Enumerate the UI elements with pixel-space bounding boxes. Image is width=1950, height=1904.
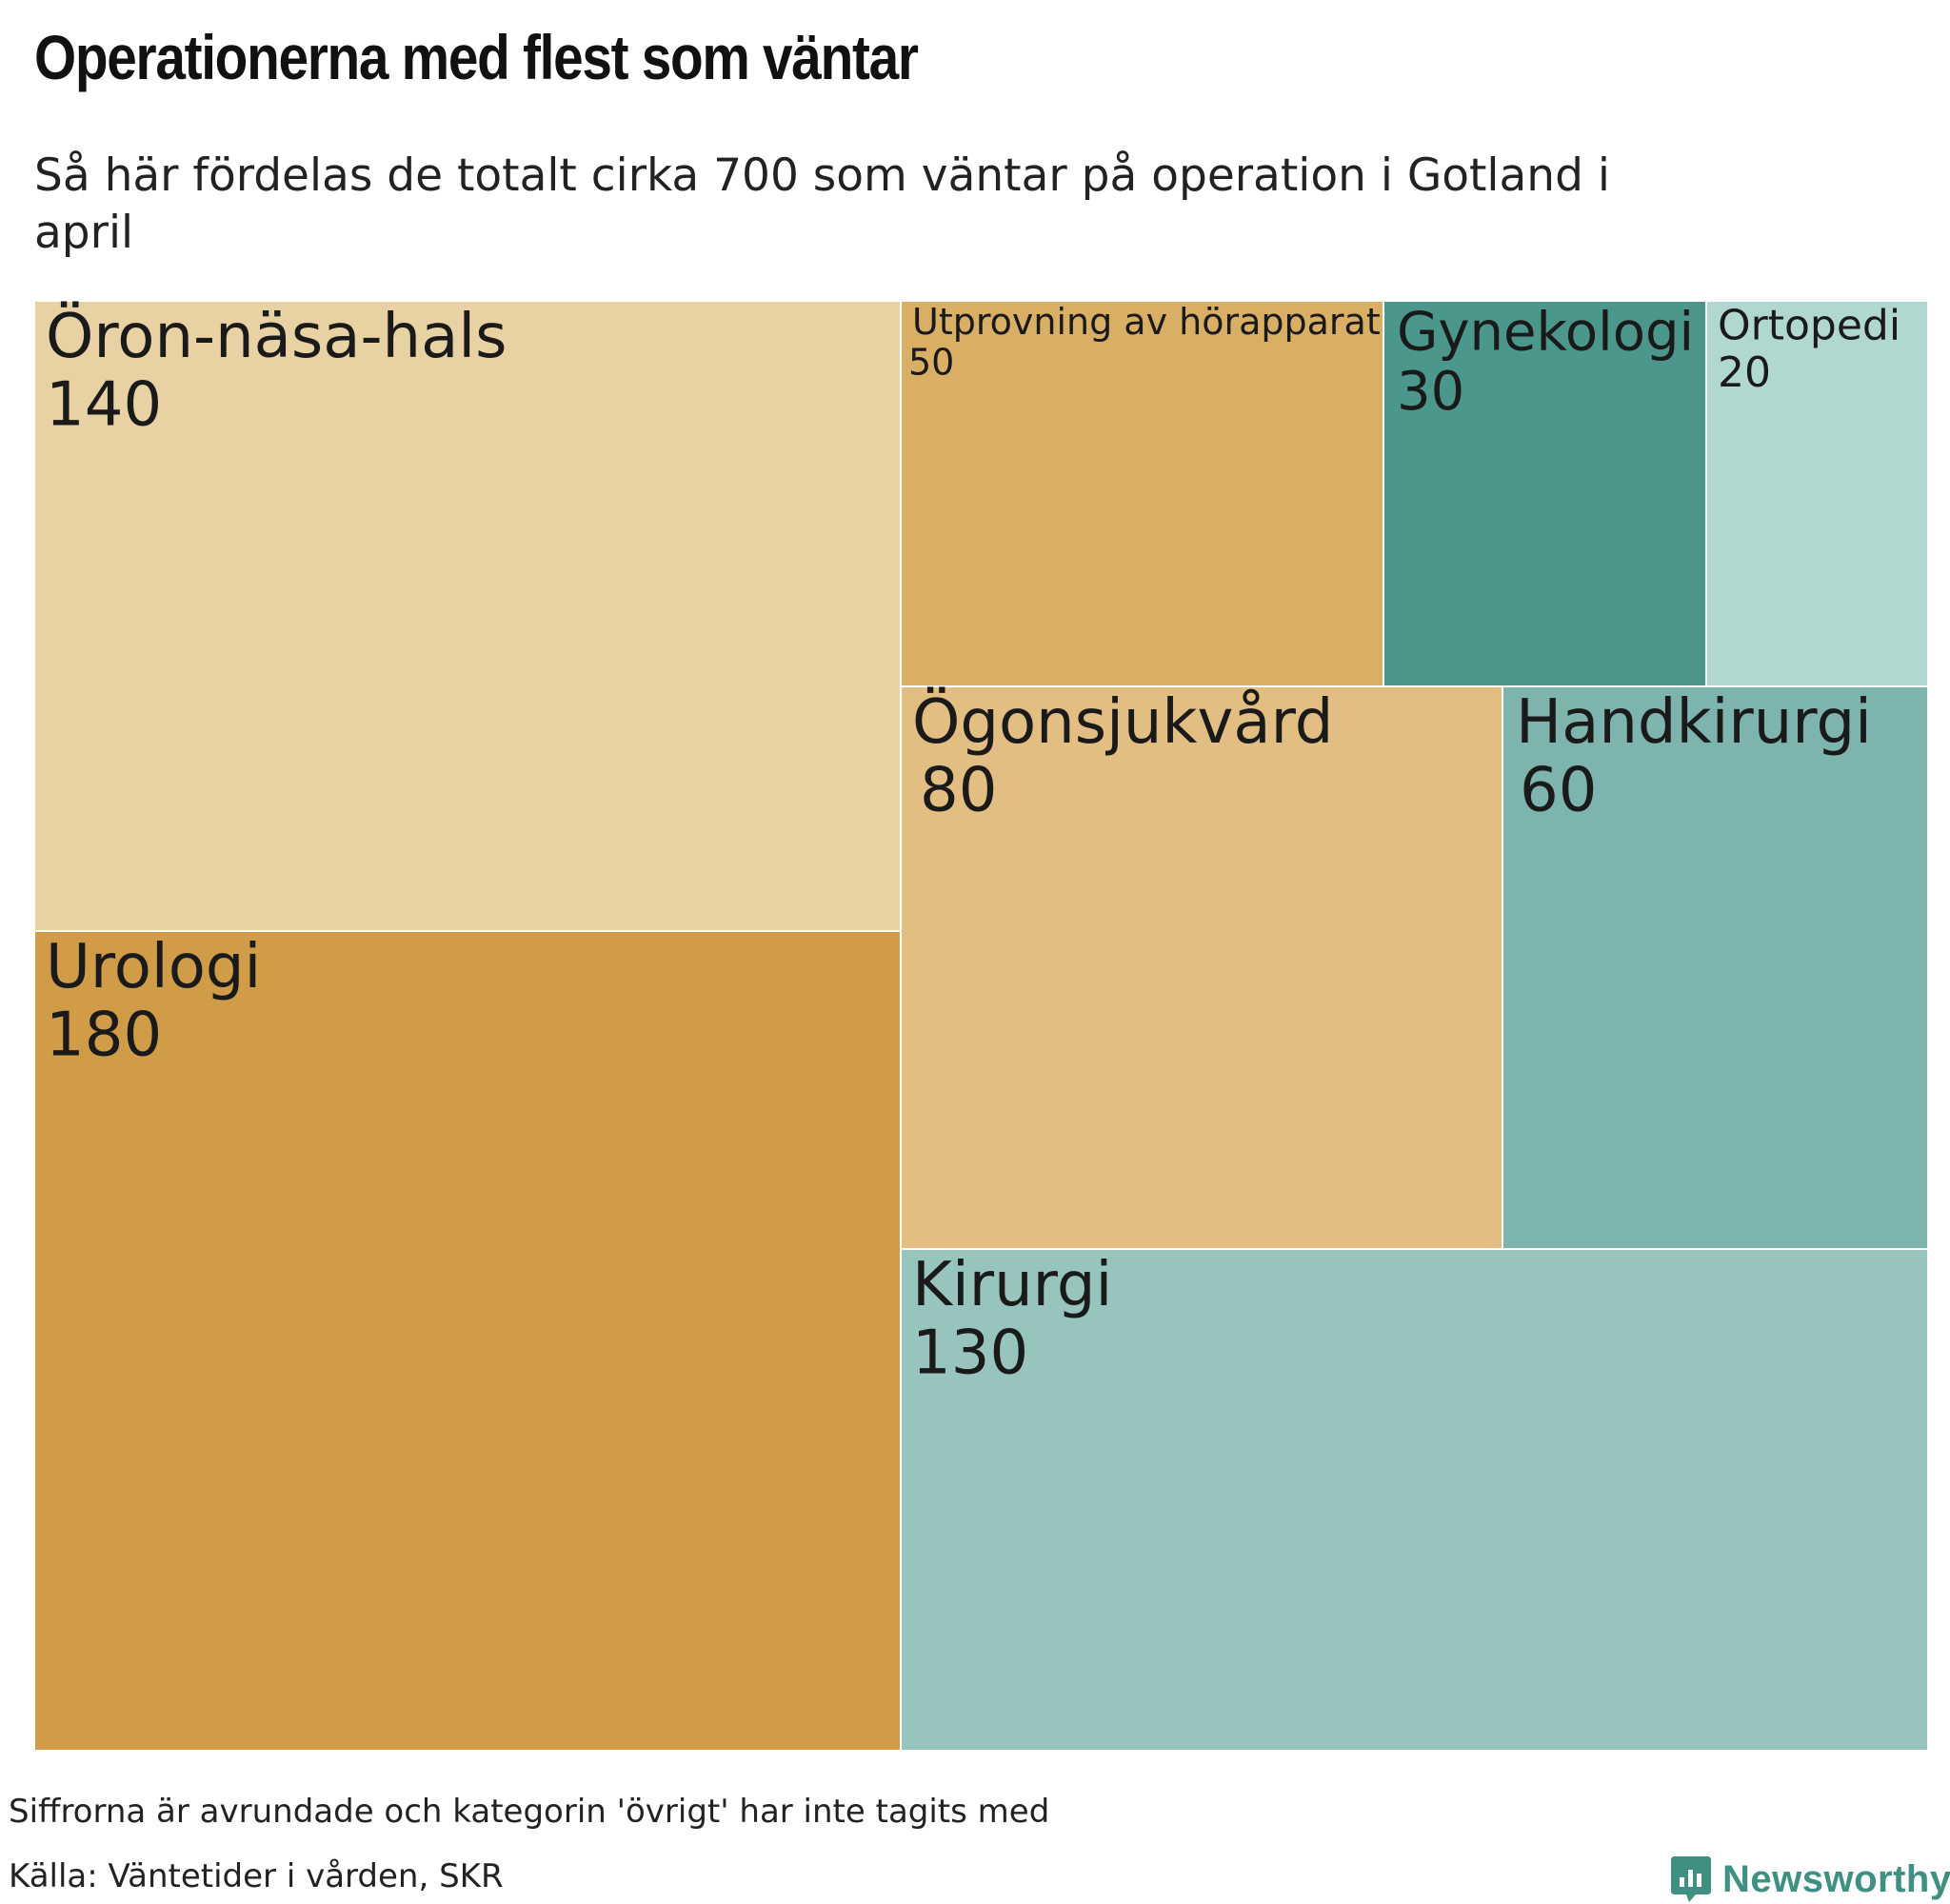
source-note: Källa: Väntetider i vården, SKR [9, 1857, 504, 1895]
treemap-label-utprovning-av-horapparat: Utprovning av hörapparat [912, 301, 1381, 343]
treemap-cell-kirurgi [900, 1248, 1929, 1752]
chart-title: Operationerna med flest som väntar [34, 22, 919, 92]
treemap-cell-oron-nasa-hals [33, 300, 902, 932]
bar-chart-badge-icon [1671, 1856, 1711, 1902]
treemap-value-utprovning-av-horapparat: 50 [908, 342, 954, 384]
treemap-value-urologi: 180 [46, 1001, 162, 1071]
treemap-label-ogonsjukvard: Ögonsjukvård [912, 686, 1333, 758]
treemap-label-handkirurgi: Handkirurgi [1516, 687, 1872, 758]
brand-name: Newsworthy [1722, 1857, 1950, 1900]
treemap-value-ogonsjukvard: 80 [920, 756, 997, 826]
treemap-cell-ogonsjukvard [900, 685, 1503, 1250]
treemap-cell-urologi [33, 930, 902, 1752]
treemap-label-kirurgi: Kirurgi [912, 1250, 1112, 1320]
treemap-cell-utprovning-av-horapparat [900, 300, 1384, 687]
treemap-value-oron-nasa-hals: 140 [46, 370, 162, 441]
treemap-label-urologi: Urologi [46, 932, 261, 1002]
treemap-value-handkirurgi: 60 [1520, 756, 1597, 826]
treemap-value-ortopedi: 20 [1718, 348, 1771, 397]
chart-subtitle: Så här fördelas de totalt cirka 700 som … [34, 149, 1610, 259]
footnote: Siffrorna är avrundade och kategorin 'öv… [9, 1793, 1050, 1831]
treemap-value-kirurgi: 130 [912, 1319, 1028, 1389]
treemap-label-gynekologi: Gynekologi [1397, 302, 1694, 364]
treemap-value-gynekologi: 30 [1397, 361, 1464, 423]
brand-logo: Newsworthy [1669, 1854, 1950, 1904]
treemap-label-ortopedi: Ortopedi [1718, 301, 1900, 349]
treemap-label-oron-nasa-hals: Öron-näsa-hals [46, 301, 507, 372]
treemap-cell-handkirurgi [1502, 685, 1929, 1250]
